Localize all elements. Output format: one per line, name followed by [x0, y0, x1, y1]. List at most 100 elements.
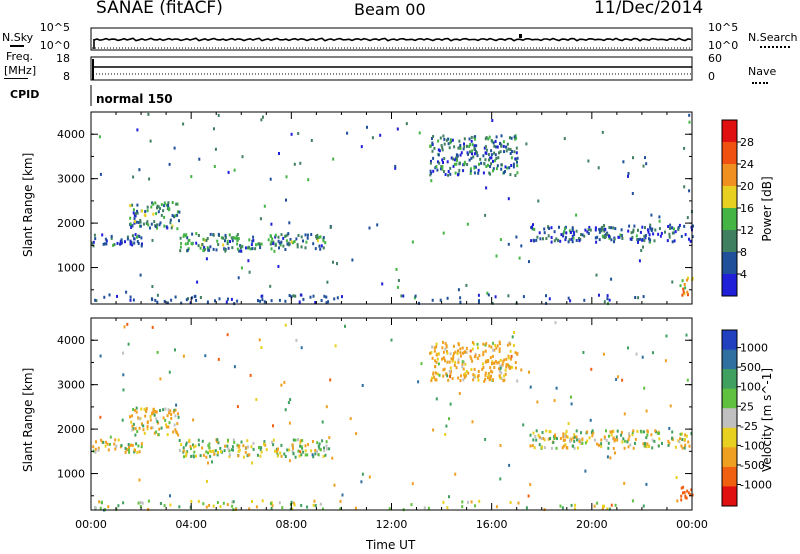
- velocity-echo-mark: [306, 453, 309, 457]
- velocity-echo-mark: [680, 486, 683, 490]
- power-noise-mark: [269, 177, 272, 181]
- velocity-echo-mark: [430, 379, 433, 383]
- velocity-echo-mark: [493, 348, 496, 352]
- power-nearrange-mark: [312, 294, 315, 298]
- velocity-echo-mark: [238, 444, 241, 448]
- velocity-echo-mark: [491, 370, 494, 374]
- velocity-nearrange-mark: [122, 501, 125, 505]
- velocity-noise-mark: [435, 397, 438, 401]
- velocity-echo-mark: [646, 442, 649, 446]
- power-noise-mark: [396, 127, 399, 131]
- velocity-echo-mark: [507, 356, 510, 360]
- power-echo-mark: [278, 241, 281, 245]
- velocity-noise-mark: [449, 402, 452, 406]
- power-echo-mark: [495, 145, 497, 149]
- power-echo-mark: [649, 223, 652, 227]
- power-echo-mark: [493, 151, 496, 155]
- velocity-echo-mark: [143, 407, 146, 411]
- power-echo-mark: [620, 234, 623, 237]
- power-echo-mark: [316, 239, 319, 243]
- power-echo-mark: [538, 231, 541, 235]
- velocity-noise-mark: [121, 418, 124, 422]
- velocity-noise-mark: [169, 494, 171, 498]
- power-colorbar-segment: [722, 252, 737, 275]
- power-echo-mark: [575, 239, 578, 242]
- velocity-echo-mark: [152, 411, 155, 415]
- velocity-echo-mark: [461, 360, 464, 364]
- velocity-echo-mark: [274, 449, 276, 453]
- power-nearrange-mark: [637, 296, 640, 300]
- power-nearrange-mark: [206, 300, 209, 304]
- power-echo-mark: [217, 232, 220, 236]
- power-echo-mark: [435, 165, 438, 168]
- velocity-echo-mark: [271, 440, 274, 444]
- power-echo-mark: [447, 137, 450, 141]
- velocity-noise-mark: [251, 461, 254, 465]
- power-echo-mark: [171, 201, 174, 204]
- velocity-nearrange-mark: [292, 501, 295, 505]
- velocity-echo-mark: [674, 445, 677, 449]
- power-echo-mark: [451, 138, 454, 142]
- velocity-echo-mark: [247, 445, 249, 449]
- power-nearrange-mark: [257, 299, 259, 303]
- power-echo-mark: [450, 156, 453, 160]
- power-echo-mark: [174, 214, 177, 218]
- power-echo-mark: [124, 240, 126, 244]
- power-echo-mark: [654, 228, 657, 232]
- velocity-echo-mark: [477, 378, 480, 382]
- velocity-noise-mark: [283, 380, 286, 384]
- velocity-noise-mark: [617, 375, 619, 379]
- power-echo-mark: [608, 234, 611, 238]
- velocity-echo-mark: [105, 440, 108, 444]
- velocity-echo-mark: [151, 426, 154, 430]
- power-noise-mark: [263, 204, 266, 208]
- power-echo-mark: [463, 142, 465, 146]
- velocity-noise-mark: [686, 378, 689, 382]
- velocity-echo-mark: [566, 435, 569, 439]
- velocity-echo-mark: [284, 455, 287, 458]
- power-noise-mark: [688, 120, 691, 124]
- power-echo-mark: [584, 228, 587, 232]
- velocity-noise-mark: [156, 350, 159, 354]
- power-echo-mark: [490, 139, 493, 142]
- velocity-echo-mark: [114, 447, 117, 451]
- velocity-noise-mark: [499, 366, 502, 370]
- velocity-nearrange-mark: [339, 499, 342, 503]
- velocity-echo-mark: [166, 433, 169, 437]
- power-echo-mark: [186, 248, 189, 252]
- power-echo-mark: [502, 140, 505, 144]
- velocity-noise-mark: [204, 354, 207, 358]
- power-echo-mark: [641, 225, 644, 229]
- velocity-noise-mark: [665, 334, 668, 338]
- velocity-echo-mark: [272, 438, 275, 442]
- velocity-echo-mark: [97, 448, 100, 452]
- velocity-echo-mark: [631, 433, 634, 437]
- power-echo-mark: [613, 240, 615, 244]
- velocity-noise-mark: [361, 472, 364, 476]
- power-echo-mark: [230, 236, 233, 240]
- power-echo-mark: [438, 161, 441, 165]
- velocity-echo-mark: [651, 446, 654, 450]
- power-nearrange-mark: [227, 297, 229, 301]
- power-noise-mark: [196, 280, 199, 284]
- power-echo-mark: [293, 240, 296, 243]
- velocity-echo-mark: [167, 408, 170, 412]
- velocity-nearrange-mark: [603, 504, 606, 508]
- velocity-nearrange-mark: [99, 506, 102, 510]
- velocity-echo-mark: [137, 444, 140, 448]
- power-echo-mark: [494, 153, 497, 157]
- velocity-nearrange-mark: [202, 502, 205, 506]
- power-echo-mark: [472, 155, 475, 159]
- power-echo-mark: [178, 210, 181, 214]
- power-noise-mark: [465, 283, 468, 287]
- velocity-echo-mark: [459, 379, 462, 383]
- power-echo-mark: [586, 230, 589, 234]
- velocity-nearrange-mark: [614, 503, 617, 507]
- power-echo-mark: [490, 153, 493, 157]
- velocity-echo-mark: [461, 362, 464, 366]
- power-echo-mark: [252, 238, 255, 242]
- velocity-echo-mark: [484, 349, 487, 353]
- power-echo-mark: [136, 203, 139, 207]
- power-nearrange-mark: [284, 299, 287, 303]
- velocity-nearrange-mark: [147, 507, 150, 511]
